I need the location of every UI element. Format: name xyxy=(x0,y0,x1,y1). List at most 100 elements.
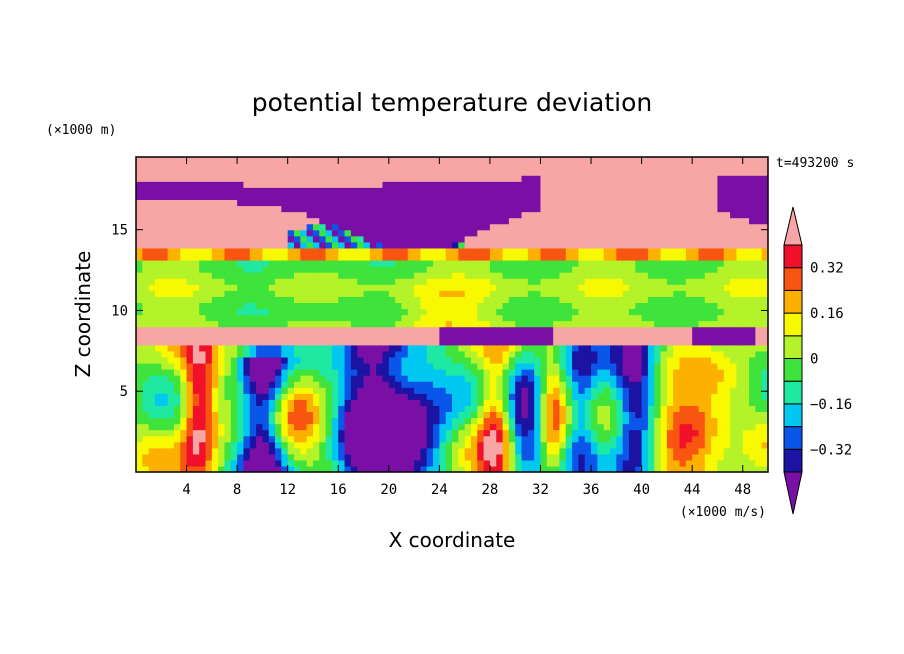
heatmap-cell xyxy=(616,314,624,322)
heatmap-cell xyxy=(262,369,270,376)
heatmap-cell xyxy=(546,175,554,182)
heatmap-cell xyxy=(338,187,346,194)
heatmap-cell xyxy=(192,435,200,443)
heatmap-cell xyxy=(161,417,169,425)
heatmap-cell xyxy=(154,435,162,443)
heatmap-cell xyxy=(521,417,529,425)
heatmap-cell xyxy=(180,235,188,243)
heatmap-cell xyxy=(711,169,719,176)
heatmap-cell xyxy=(540,308,548,316)
heatmap-cell xyxy=(395,296,403,303)
heatmap-cell xyxy=(692,296,700,303)
heatmap-cell xyxy=(761,375,768,382)
heatmap-cell xyxy=(173,266,181,273)
heatmap-cell xyxy=(281,266,289,273)
heatmap-cell xyxy=(148,332,156,340)
heatmap-cell xyxy=(186,417,194,425)
heatmap-cell xyxy=(167,296,175,303)
heatmap-cell xyxy=(211,181,219,188)
heatmap-cell xyxy=(294,223,301,231)
heatmap-cell xyxy=(319,193,327,201)
heatmap-cell xyxy=(692,266,700,273)
heatmap-cell xyxy=(154,181,162,188)
heatmap-cell xyxy=(344,399,352,406)
heatmap-cell xyxy=(148,187,156,194)
heatmap-cell xyxy=(489,405,497,413)
heatmap-cell xyxy=(565,435,573,443)
heatmap-cell xyxy=(692,284,700,291)
heatmap-cell xyxy=(572,459,579,467)
heatmap-cell xyxy=(647,369,655,376)
heatmap-cell xyxy=(711,199,719,207)
heatmap-cell xyxy=(591,259,598,267)
heatmap-cell xyxy=(300,199,308,207)
heatmap-cell xyxy=(382,405,390,413)
heatmap-cell xyxy=(610,447,617,455)
heatmap-cell xyxy=(534,459,542,467)
heatmap-cell xyxy=(256,375,263,382)
heatmap-cell xyxy=(464,338,472,346)
heatmap-cell xyxy=(546,320,554,328)
heatmap-cell xyxy=(717,169,725,176)
heatmap-cell xyxy=(628,411,636,419)
heatmap-cell xyxy=(496,308,504,316)
heatmap-cell xyxy=(736,405,744,413)
heatmap-cell xyxy=(344,393,352,400)
heatmap-cell xyxy=(211,205,219,213)
heatmap-cell xyxy=(717,193,725,201)
heatmap-cell xyxy=(470,302,478,310)
heatmap-cell xyxy=(439,199,447,207)
heatmap-cell xyxy=(167,435,175,443)
heatmap-cell xyxy=(344,278,352,285)
heatmap-cell xyxy=(616,205,624,213)
heatmap-cell xyxy=(401,405,409,413)
heatmap-cell xyxy=(256,229,263,237)
heatmap-cell xyxy=(243,399,251,406)
heatmap-cell xyxy=(148,308,156,316)
heatmap-cell xyxy=(275,423,282,431)
heatmap-cell xyxy=(363,211,371,219)
heatmap-cell xyxy=(369,423,377,431)
heatmap-cell xyxy=(433,235,440,243)
heatmap-cell xyxy=(761,441,768,449)
heatmap-cell xyxy=(211,253,219,261)
heatmap-cell xyxy=(281,296,289,303)
heatmap-cell xyxy=(572,326,579,334)
heatmap-cell xyxy=(382,320,390,328)
heatmap-cell xyxy=(205,465,213,472)
heatmap-cell xyxy=(136,350,143,358)
heatmap-cell xyxy=(338,205,346,213)
heatmap-cell xyxy=(275,290,282,297)
heatmap-cell xyxy=(647,453,655,461)
heatmap-cell xyxy=(698,441,706,449)
heatmap-cell xyxy=(559,453,567,461)
heatmap-cell xyxy=(445,338,453,346)
heatmap-cell xyxy=(597,435,605,443)
heatmap-cell xyxy=(717,465,725,472)
heatmap-cell xyxy=(698,193,706,201)
heatmap-cell xyxy=(584,356,592,364)
heatmap-cell xyxy=(294,344,301,352)
heatmap-cell xyxy=(407,387,415,394)
heatmap-cell xyxy=(401,229,409,237)
heatmap-cell xyxy=(458,447,466,455)
heatmap-cell xyxy=(578,338,586,346)
heatmap-cell xyxy=(647,459,655,467)
heatmap-cell xyxy=(268,259,276,267)
heatmap-cell xyxy=(477,290,485,297)
heatmap-cell xyxy=(167,308,175,316)
heatmap-cell xyxy=(464,175,472,182)
heatmap-cell xyxy=(597,229,605,237)
heatmap-cell xyxy=(717,241,725,249)
heatmap-cell xyxy=(470,429,478,437)
heatmap-cell xyxy=(256,417,263,425)
heatmap-cell xyxy=(711,399,719,406)
heatmap-cell xyxy=(470,253,478,261)
heatmap-cell xyxy=(452,429,459,437)
heatmap-cell xyxy=(452,447,459,455)
heatmap-cell xyxy=(502,399,510,406)
heatmap-cell xyxy=(502,393,510,400)
heatmap-cell xyxy=(142,193,150,201)
heatmap-cell xyxy=(319,338,327,346)
heatmap-cell xyxy=(350,290,358,297)
